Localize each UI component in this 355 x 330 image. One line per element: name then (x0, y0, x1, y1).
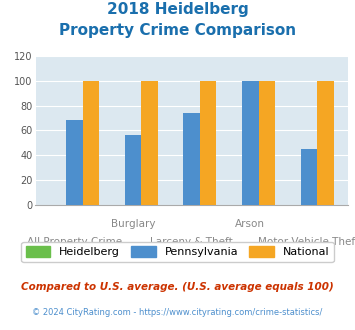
Bar (83, 81, 99, 205)
Text: Larceny & Theft: Larceny & Theft (150, 237, 233, 247)
Bar (141, 81, 158, 205)
Bar (317, 81, 334, 205)
Text: 2018 Heidelberg: 2018 Heidelberg (106, 2, 248, 16)
Text: Property Crime Comparison: Property Crime Comparison (59, 23, 296, 38)
Bar (301, 149, 317, 205)
Text: © 2024 CityRating.com - https://www.cityrating.com/crime-statistics/: © 2024 CityRating.com - https://www.city… (32, 308, 323, 316)
Bar (242, 81, 258, 205)
Text: Motor Vehicle Theft: Motor Vehicle Theft (258, 237, 355, 247)
Text: Compared to U.S. average. (U.S. average equals 100): Compared to U.S. average. (U.S. average … (21, 282, 334, 292)
Bar (66, 120, 83, 205)
Text: All Property Crime: All Property Crime (27, 237, 122, 247)
Bar (258, 81, 275, 205)
Bar (200, 81, 216, 205)
Text: Burglary: Burglary (111, 219, 155, 229)
Text: Arson: Arson (235, 219, 266, 229)
Bar (184, 113, 200, 205)
Bar (125, 135, 141, 205)
Legend: Heidelberg, Pennsylvania, National: Heidelberg, Pennsylvania, National (21, 242, 334, 262)
